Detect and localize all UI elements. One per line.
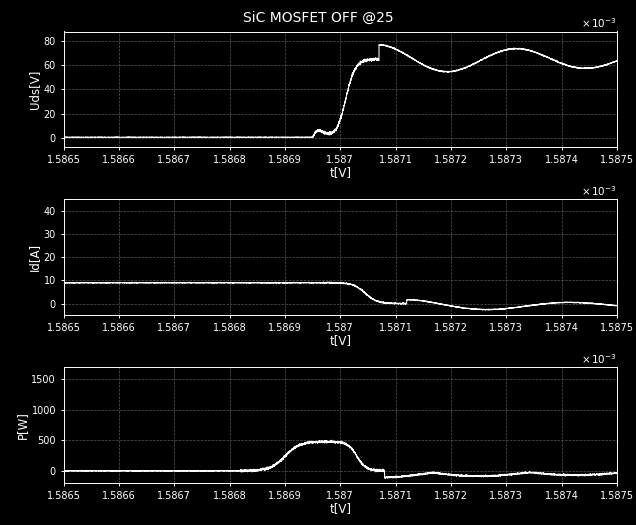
Y-axis label: Id[A]: Id[A] <box>28 243 41 271</box>
X-axis label: t[V]: t[V] <box>329 166 351 180</box>
Y-axis label: Uds[V]: Uds[V] <box>28 70 41 109</box>
Text: SiC MOSFET OFF @25: SiC MOSFET OFF @25 <box>243 10 393 25</box>
X-axis label: t[V]: t[V] <box>329 334 351 347</box>
Y-axis label: P[W]: P[W] <box>15 411 29 439</box>
Text: $\times\,10^{-3}$: $\times\,10^{-3}$ <box>581 184 617 198</box>
Text: $\times\,10^{-3}$: $\times\,10^{-3}$ <box>581 352 617 366</box>
X-axis label: t[V]: t[V] <box>329 502 351 515</box>
Text: $\times\,10^{-3}$: $\times\,10^{-3}$ <box>581 17 617 30</box>
